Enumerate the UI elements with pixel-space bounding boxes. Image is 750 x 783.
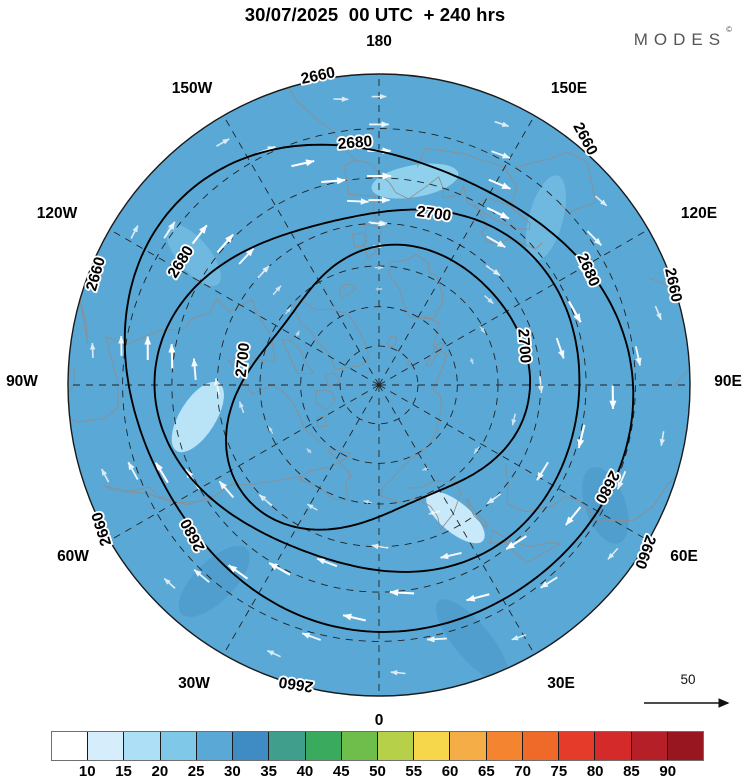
longitude-label-30w: 30W (178, 675, 210, 693)
longitude-label-90w: 90W (6, 373, 38, 391)
colorbar-tick-labels: 10 15 20 25 30 35 40 45 50 55 60 65 70 75 80 85 90 (51, 763, 704, 783)
colorbar-tick: 60 (442, 763, 459, 780)
colorbar-cell (233, 732, 269, 760)
longitude-label-60e: 60E (670, 548, 698, 566)
colorbar: 10 15 20 25 30 35 40 45 50 55 60 65 70 75 80 85 90 (0, 726, 750, 782)
colorbar-cell (269, 732, 305, 760)
colorbar-tick: 45 (333, 763, 350, 780)
colorbar-tick: 90 (659, 763, 676, 780)
contour-label: 2700 (514, 328, 533, 364)
colorbar-cell (559, 732, 595, 760)
reference-vector: 50 (636, 672, 740, 716)
contour-label: 2700 (233, 342, 254, 378)
colorbar-cell (450, 732, 486, 760)
longitude-label-120e: 120E (681, 205, 717, 223)
longitude-label-180: 180 (366, 33, 392, 51)
colorbar-tick: 15 (115, 763, 132, 780)
colorbar-tick: 85 (623, 763, 640, 780)
colorbar-tick: 25 (188, 763, 205, 780)
reference-vector-label: 50 (636, 672, 740, 687)
colorbar-cell (632, 732, 668, 760)
colorbar-tick: 55 (405, 763, 422, 780)
colorbar-cell (414, 732, 450, 760)
contour-label: 2680 (337, 133, 373, 153)
colorbar-cell (88, 732, 124, 760)
longitude-label-150e: 150E (551, 80, 587, 98)
colorbar-tick: 75 (551, 763, 568, 780)
longitude-label-60w: 60W (57, 548, 89, 566)
colorbar-tick: 80 (587, 763, 604, 780)
longitude-label-30e: 30E (547, 675, 575, 693)
colorbar-cell (342, 732, 378, 760)
reference-vector-arrow (636, 694, 740, 712)
colorbar-cell (124, 732, 160, 760)
colorbar-cell (52, 732, 88, 760)
colorbar-cell (161, 732, 197, 760)
longitude-label-90e: 90E (714, 373, 742, 391)
longitude-label-150w: 150W (172, 80, 213, 98)
colorbar-swatches (51, 731, 704, 761)
colorbar-cell (668, 732, 703, 760)
colorbar-tick: 30 (224, 763, 241, 780)
longitude-label-120w: 120W (37, 205, 78, 223)
colorbar-cell (378, 732, 414, 760)
colorbar-tick: 35 (260, 763, 277, 780)
colorbar-cell (595, 732, 631, 760)
colorbar-tick: 20 (151, 763, 168, 780)
colorbar-cell (523, 732, 559, 760)
colorbar-tick: 50 (369, 763, 386, 780)
colorbar-tick: 65 (478, 763, 495, 780)
colorbar-tick: 10 (79, 763, 96, 780)
colorbar-cell (306, 732, 342, 760)
colorbar-cell (197, 732, 233, 760)
colorbar-cell (487, 732, 523, 760)
colorbar-tick: 40 (297, 763, 314, 780)
colorbar-tick: 70 (514, 763, 531, 780)
